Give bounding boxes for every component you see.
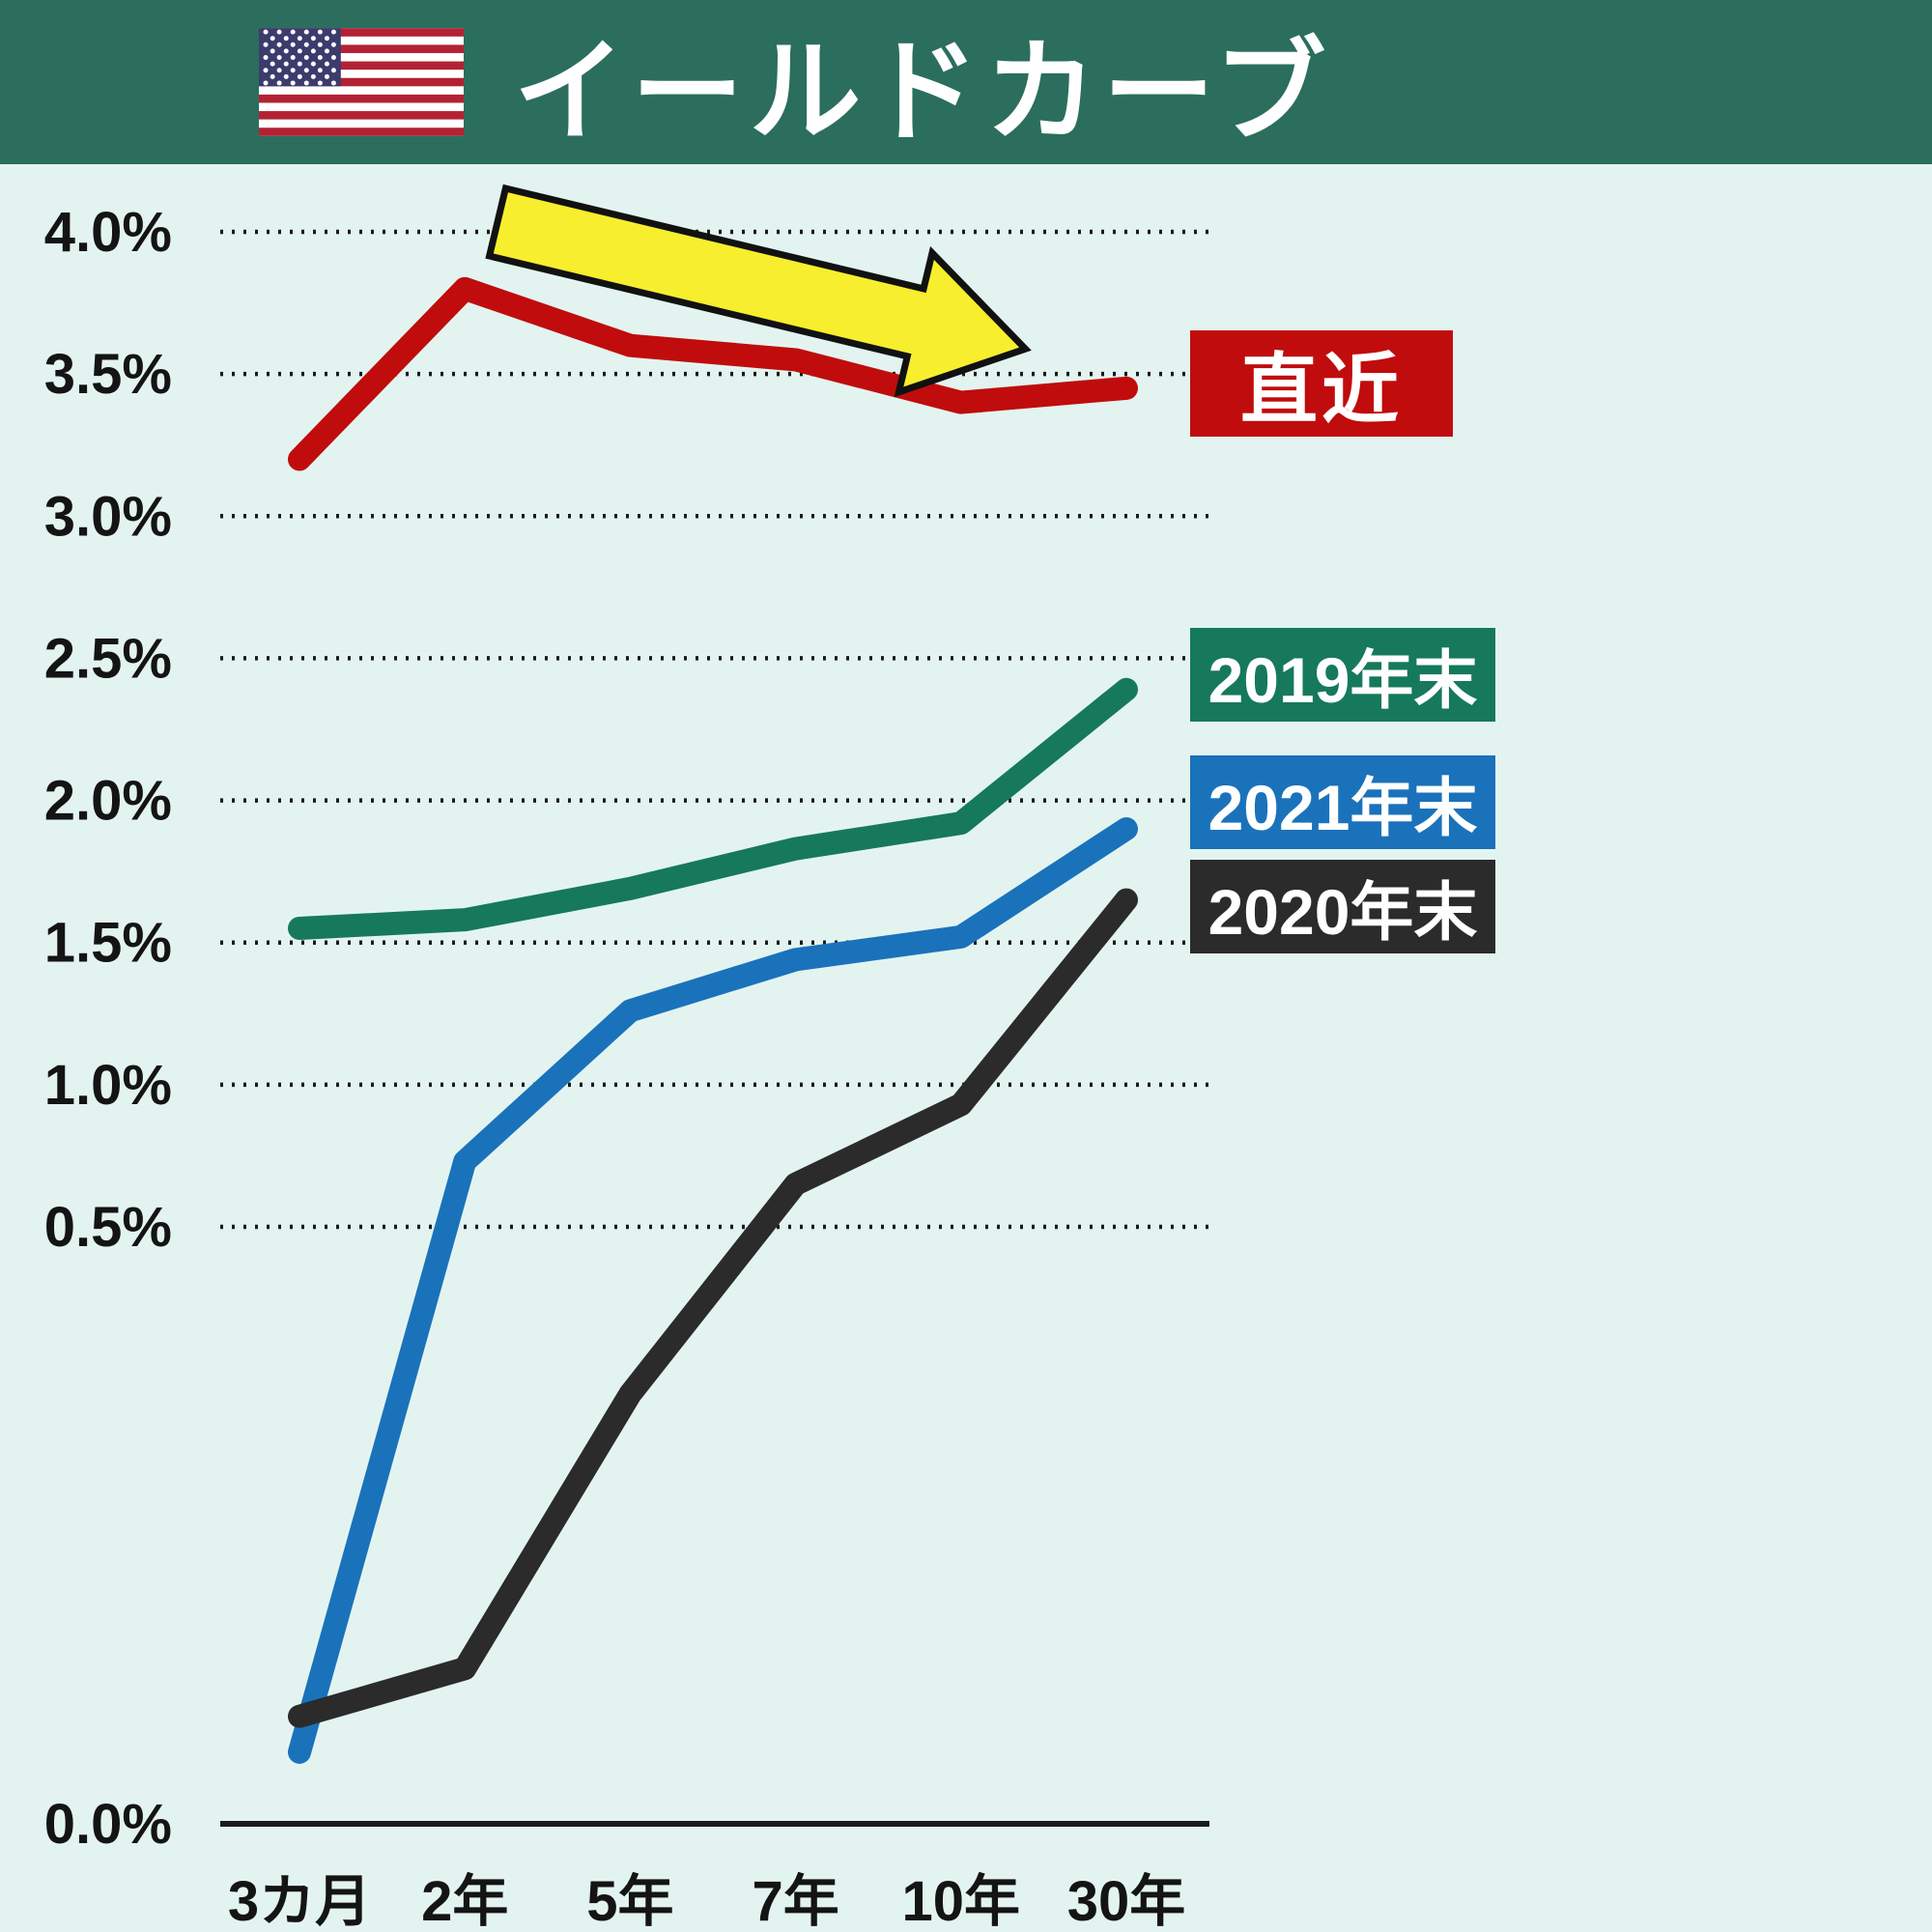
series-line-y2021 [288, 817, 1138, 1764]
x-tick-label: 7年 [752, 1870, 838, 1932]
x-tick-label: 30年 [1067, 1870, 1186, 1932]
trend-arrow [485, 184, 1032, 398]
y-tick-label: 2.5% [44, 627, 172, 690]
legend-2019: 2019年末 [1190, 628, 1495, 722]
y-tick-label: 3.5% [44, 343, 172, 406]
x-tick-label: 5年 [586, 1870, 673, 1932]
y-tick-label: 4.0% [44, 201, 172, 264]
y-tick-label: 3.0% [44, 485, 172, 548]
series-line-chokkin [288, 276, 1138, 471]
x-tick-label: 10年 [902, 1870, 1021, 1932]
y-tick-label: 0.0% [44, 1793, 172, 1856]
flag-stars [263, 29, 336, 86]
legend-2019-label: 2019年末 [1208, 643, 1478, 716]
y-tick-label: 2.0% [44, 770, 172, 833]
legend-2021-label: 2021年末 [1208, 771, 1478, 843]
header-banner: イールドカーブ [0, 0, 1932, 164]
legend-2020: 2020年末 [1190, 860, 1495, 953]
legend-2021: 2021年末 [1190, 755, 1495, 849]
y-tick-label: 1.0% [44, 1054, 172, 1117]
page-title: イールドカーブ [513, 29, 1332, 155]
legend-chokkin-label: 直近 [1240, 347, 1403, 433]
y-tick-label: 1.5% [44, 912, 172, 975]
legend-chokkin: 直近 [1190, 330, 1453, 437]
x-tick-label: 3カ月 [228, 1870, 371, 1932]
legend-2020-label: 2020年末 [1208, 875, 1478, 948]
series-line-y2019 [288, 677, 1138, 940]
us-flag-icon [259, 28, 464, 136]
series-line-y2020 [288, 888, 1138, 1728]
flag-stripes [259, 28, 464, 136]
x-tick-label: 2年 [421, 1870, 508, 1932]
y-tick-label: 0.5% [44, 1196, 172, 1259]
